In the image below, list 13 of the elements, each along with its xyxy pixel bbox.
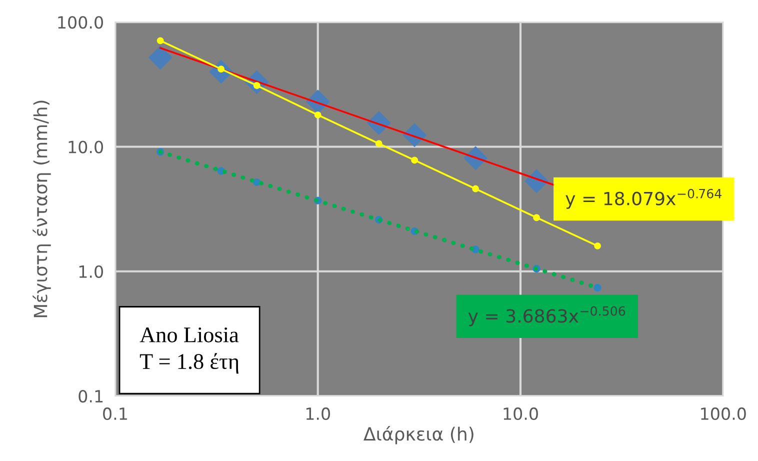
x-tick-label: 10.0 — [504, 407, 538, 420]
y-tick-label: 1.0 — [79, 265, 103, 278]
y-tick-label: 0.1 — [78, 390, 103, 403]
y-tick-label: 10.0 — [68, 140, 103, 154]
annotation: y = 18.079x$^{−0.764}$ — [566, 188, 722, 209]
y-axis-title: Μέγιστη ένταση (mm/h) — [32, 100, 51, 318]
x-tick-label: 0.1 — [103, 407, 127, 420]
x-axis-title: Διάρκεια (h) — [364, 426, 474, 444]
x-tick-label: 100.0 — [701, 407, 746, 420]
annotation: y = 3.6863x$^{−0.506}$ — [468, 306, 626, 326]
y-tick-label: 100.0 — [58, 16, 103, 29]
x-tick-label: 1.0 — [306, 407, 330, 420]
annotation: Ano Liosia T = 1.8 έτη — [140, 327, 239, 374]
